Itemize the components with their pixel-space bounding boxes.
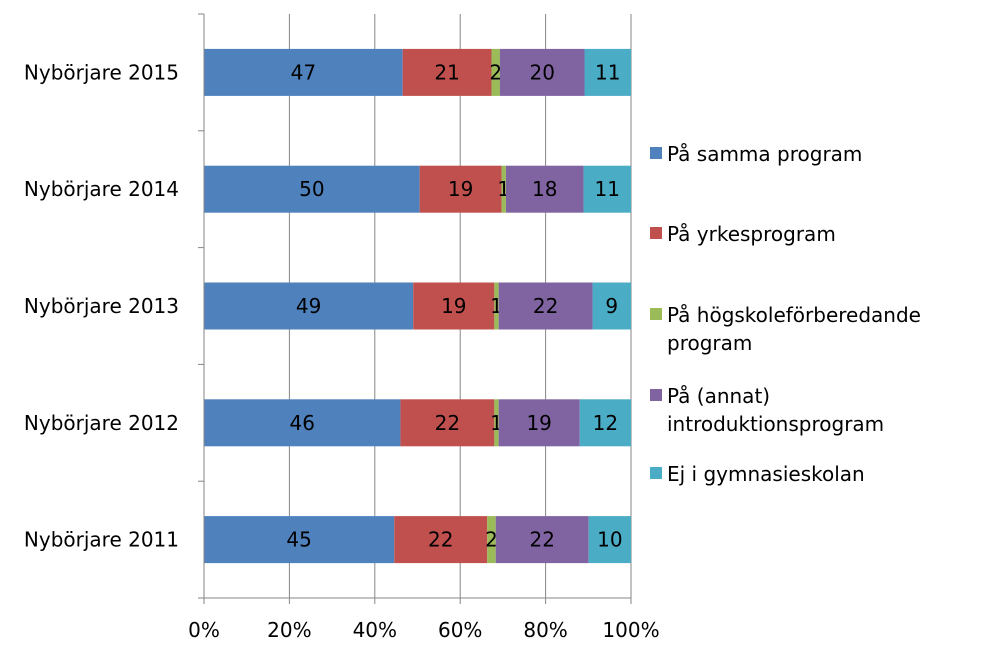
legend-swatch bbox=[650, 389, 662, 401]
data-label: 2 bbox=[485, 528, 498, 552]
bar-segment bbox=[204, 516, 395, 564]
data-label: 12 bbox=[593, 411, 618, 435]
data-label: 2 bbox=[489, 60, 502, 84]
data-label: 49 bbox=[296, 294, 321, 318]
data-label: 45 bbox=[286, 528, 311, 552]
data-label: 11 bbox=[595, 60, 620, 84]
bar-segment bbox=[495, 516, 589, 564]
legend-swatch bbox=[650, 147, 662, 159]
bar-segment bbox=[204, 48, 403, 96]
bar-segment bbox=[505, 165, 584, 213]
x-tick-label: 100% bbox=[602, 618, 659, 642]
bar-segment bbox=[498, 282, 593, 330]
bar-segment bbox=[204, 165, 420, 213]
legend-swatch bbox=[650, 467, 662, 479]
x-tick-label: 20% bbox=[267, 618, 311, 642]
legend-label: På yrkesprogram bbox=[667, 222, 836, 246]
data-label: 21 bbox=[434, 60, 459, 84]
data-label: 22 bbox=[428, 528, 453, 552]
data-label: 19 bbox=[448, 177, 473, 201]
bar-segment bbox=[400, 399, 495, 447]
legend-label: På högskoleförberedande program bbox=[667, 303, 921, 355]
data-label: 19 bbox=[441, 294, 466, 318]
bar-segment bbox=[413, 282, 495, 330]
legend: På samma program På yrkesprogram På högsko… bbox=[650, 142, 921, 486]
data-label: 50 bbox=[299, 177, 324, 201]
bar-segment bbox=[419, 165, 502, 213]
category-label: Nybörjare 2015 bbox=[24, 60, 179, 84]
category-label: Nybörjare 2012 bbox=[24, 411, 179, 435]
data-label: 20 bbox=[529, 60, 554, 84]
data-label: 18 bbox=[532, 177, 557, 201]
bar-segment bbox=[498, 399, 580, 447]
data-label: 47 bbox=[291, 60, 316, 84]
bar-segment bbox=[583, 165, 631, 213]
bar-segment bbox=[494, 282, 499, 330]
data-label: 46 bbox=[289, 411, 314, 435]
bar-segment bbox=[204, 282, 414, 330]
legend-swatch bbox=[650, 308, 662, 320]
bar-segment bbox=[584, 48, 631, 96]
data-label: 9 bbox=[605, 294, 618, 318]
bar-segment bbox=[499, 48, 585, 96]
bar-segment bbox=[592, 282, 631, 330]
bar-segment bbox=[579, 399, 631, 447]
category-label: Nybörjare 2013 bbox=[24, 294, 179, 318]
bar-segment bbox=[588, 516, 631, 564]
data-label: 22 bbox=[529, 528, 554, 552]
x-tick-label: 40% bbox=[353, 618, 397, 642]
legend-label: Ej i gymnasieskolan bbox=[667, 462, 865, 486]
data-label: 11 bbox=[595, 177, 620, 201]
bar-segment bbox=[394, 516, 488, 564]
category-label: Nybörjare 2014 bbox=[24, 177, 179, 201]
bar-segment bbox=[204, 399, 401, 447]
legend-swatch bbox=[650, 227, 662, 239]
data-label: 22 bbox=[533, 294, 558, 318]
legend-label: På (annat) introduktionsprogram bbox=[667, 384, 884, 436]
axes: 0% 20% 40% 60% 80% 100% Nybörjare 2015 Nybörjar… bbox=[24, 13, 660, 642]
x-tick-label: 80% bbox=[523, 618, 567, 642]
data-label: 10 bbox=[597, 528, 622, 552]
legend-label: På samma program bbox=[667, 142, 862, 166]
x-tick-label: 60% bbox=[438, 618, 482, 642]
bar-segment bbox=[501, 165, 506, 213]
bar-segment bbox=[487, 516, 496, 564]
bar-segment bbox=[494, 399, 499, 447]
data-label: 19 bbox=[526, 411, 551, 435]
data-label: 22 bbox=[435, 411, 460, 435]
bar-segment bbox=[491, 48, 500, 96]
category-label: Nybörjare 2011 bbox=[24, 528, 179, 552]
x-tick-label: 0% bbox=[188, 618, 220, 642]
bar-segment bbox=[402, 48, 492, 96]
